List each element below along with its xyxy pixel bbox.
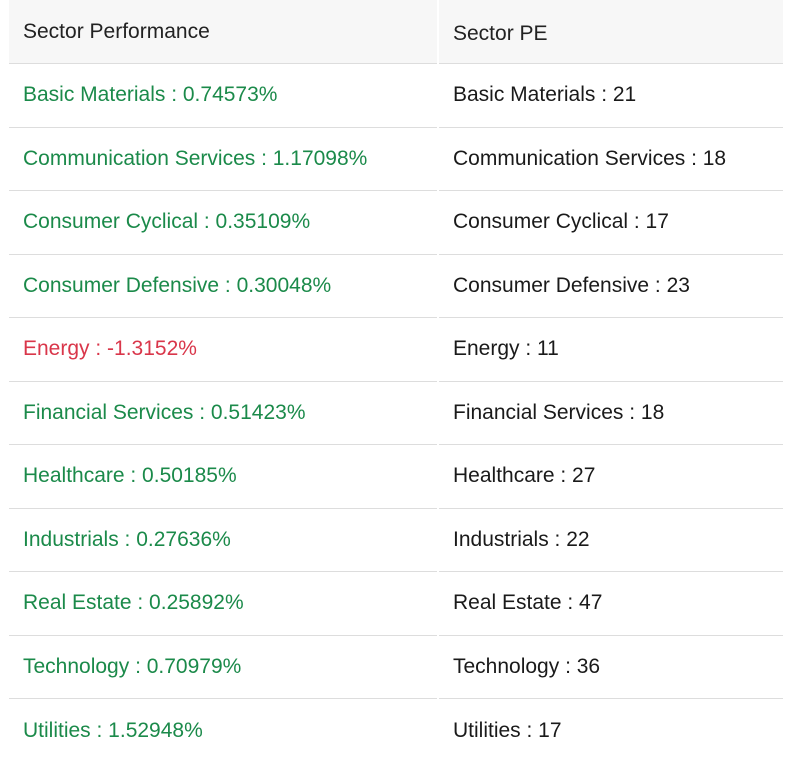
sector-performance-table: Sector Performance Basic Materials : 0.7… bbox=[9, 0, 437, 763]
performance-row-energy: Energy : -1.3152% bbox=[9, 318, 437, 382]
pe-row-healthcare: Healthcare : 27 bbox=[439, 445, 783, 509]
performance-row-consumer-cyclical: Consumer Cyclical : 0.35109% bbox=[9, 191, 437, 255]
pe-row-utilities: Utilities : 17 bbox=[453, 718, 562, 742]
performance-row-healthcare: Healthcare : 0.50185% bbox=[9, 445, 437, 509]
pe-row-technology: Technology : 36 bbox=[439, 636, 783, 699]
performance-row-communication-services: Communication Services : 1.17098% bbox=[9, 128, 437, 191]
sector-pe-table: Sector PE Basic Materials : 21 Communica… bbox=[439, 0, 783, 763]
pe-row-basic-materials: Basic Materials : 21 bbox=[439, 64, 783, 128]
performance-row-technology: Technology : 0.70979% bbox=[9, 636, 437, 699]
sector-pe-header: Sector PE bbox=[439, 0, 783, 64]
pe-row-energy: Energy : 11 bbox=[439, 318, 783, 382]
performance-row-consumer-defensive: Consumer Defensive : 0.30048% bbox=[9, 255, 437, 318]
sector-performance-header: Sector Performance bbox=[9, 0, 437, 64]
pe-row-industrials: Industrials : 22 bbox=[439, 509, 783, 572]
pe-row-communication-services: Communication Services : 18 bbox=[439, 128, 783, 191]
performance-row-industrials: Industrials : 0.27636% bbox=[9, 509, 437, 572]
pe-row-consumer-cyclical: Consumer Cyclical : 17 bbox=[439, 191, 783, 255]
performance-row-financial-services: Financial Services : 0.51423% bbox=[9, 382, 437, 445]
pe-row-real-estate: Real Estate : 47 bbox=[439, 572, 783, 636]
performance-row-real-estate: Real Estate : 0.25892% bbox=[9, 572, 437, 636]
performance-row-utilities: Utilities : 1.52948% bbox=[23, 718, 203, 742]
pe-row-consumer-defensive: Consumer Defensive : 23 bbox=[439, 255, 783, 318]
performance-row-basic-materials: Basic Materials : 0.74573% bbox=[9, 64, 437, 128]
pe-row-financial-services: Financial Services : 18 bbox=[439, 382, 783, 445]
